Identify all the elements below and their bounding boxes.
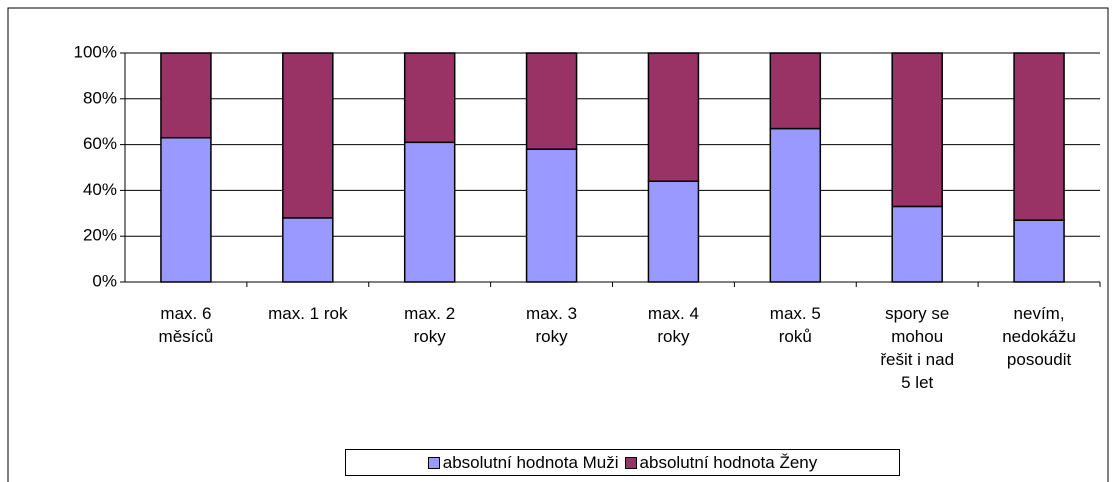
y-tick-label: 20% — [83, 226, 117, 245]
bar-segment — [647, 180, 700, 283]
y-tick-label: 100% — [74, 42, 117, 61]
legend-label: absolutní hodnota Ženy — [639, 452, 818, 472]
x-tick-label: max. 3 roky — [526, 304, 578, 346]
bar-segment — [160, 52, 212, 139]
x-tick-label: nevím, nedokážu posoudit — [1002, 304, 1076, 369]
legend-label: absolutní hodnota Muži — [442, 452, 619, 472]
chart-border — [7, 7, 1109, 482]
y-tick-label: 80% — [83, 88, 117, 107]
y-tick-label: 0% — [92, 271, 117, 290]
bar-segment — [525, 52, 578, 150]
legend-item: absolutní hodnota Ženy — [624, 452, 818, 473]
x-tick-label: max. 6 měsíců — [158, 304, 214, 346]
x-tick-label: max. 2 roky — [404, 304, 456, 346]
bar-segment — [647, 52, 700, 182]
bar-segment — [891, 205, 943, 283]
bar-segment — [1013, 52, 1065, 221]
x-tick-label: spory se mohou řešit i nad 5 let — [880, 304, 955, 392]
bar-segment — [403, 141, 456, 283]
bar-segment — [282, 217, 334, 283]
legend-swatch — [624, 456, 637, 469]
legend: absolutní hodnota Muži absolutní hodnota … — [345, 449, 900, 476]
legend-item: absolutní hodnota Muži — [427, 452, 619, 473]
bar-segment — [282, 52, 334, 219]
bar-segment — [160, 136, 212, 283]
y-tick-label: 40% — [83, 180, 117, 199]
y-tick-label: 60% — [83, 134, 117, 153]
bar-segment — [1013, 219, 1065, 283]
legend-swatch — [427, 456, 440, 469]
bar-segment — [891, 52, 943, 208]
bar-segment — [403, 52, 456, 144]
x-tick-label: max. 1 rok — [268, 304, 348, 323]
x-tick-label: max. 5 roků — [769, 304, 821, 346]
x-tick-label: max. 4 roky — [647, 304, 699, 346]
bar-segment — [769, 52, 822, 130]
bar-segment — [769, 127, 822, 283]
bar-segment — [525, 148, 578, 283]
